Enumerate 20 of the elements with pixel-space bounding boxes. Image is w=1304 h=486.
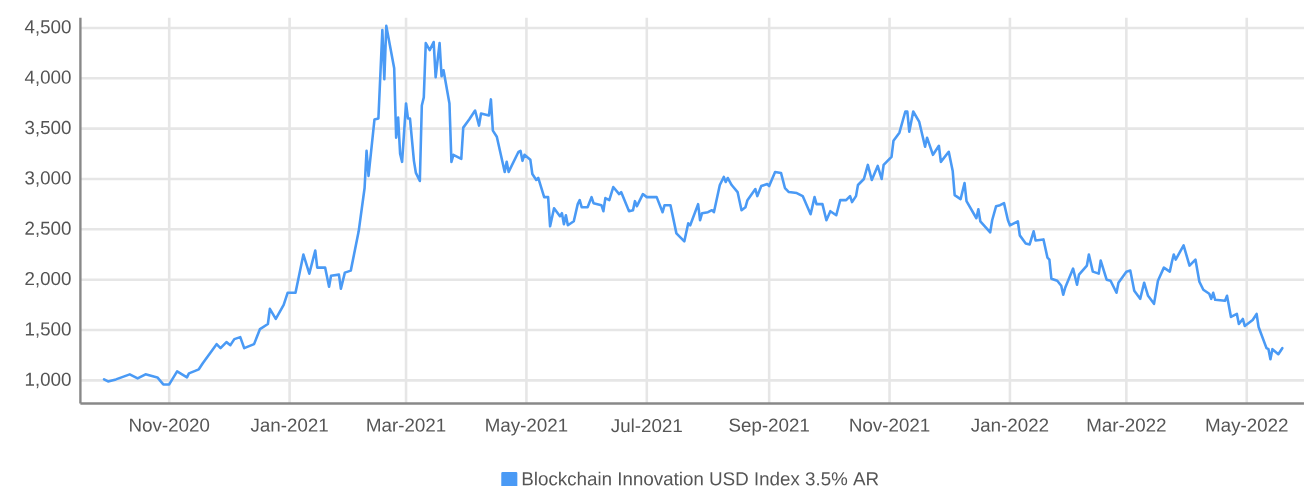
x-tick-label: Jan-2022 [971,418,1049,432]
line-series [102,24,1284,386]
y-tick-label: 1,000 [25,372,71,389]
y-tick-label: 3,500 [25,120,71,137]
y-tick-label: 2,500 [25,221,71,238]
y-tick-label: 2,000 [25,272,71,288]
x-tick-label: Nov-2021 [850,418,930,432]
x-tick-label: Sep-2021 [729,418,809,436]
y-tick-label: 4,500 [24,20,71,36]
x-tick-label: May-2021 [486,418,568,436]
y-tick-label: 4,000 [24,70,71,87]
x-tick-label: Nov-2020 [130,418,210,432]
x-tick-label: Mar-2021 [367,418,446,432]
x-tick-label: Jul-2021 [611,418,682,433]
x-tick-label: Jan-2021 [250,418,328,432]
y-tick-label: 3,000 [25,171,71,187]
x-tick-label: Mar-2022 [1087,418,1166,432]
x-tick-label: May-2022 [1206,418,1288,436]
y-tick-label: 1,500 [25,322,71,338]
legend-label: Blockchain Innovation USD Index 3.5% AR [522,471,879,486]
